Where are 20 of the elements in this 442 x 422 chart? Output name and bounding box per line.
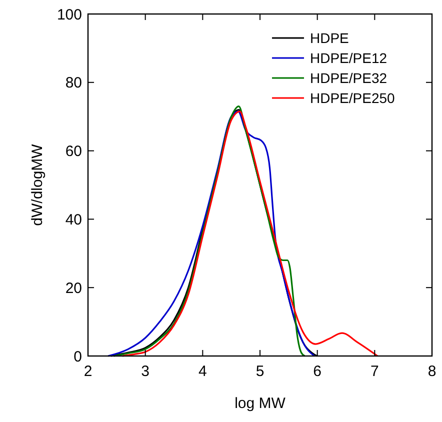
x-tick-label: 2 <box>84 363 92 380</box>
x-tick-label: 8 <box>428 363 436 380</box>
x-tick-label: 6 <box>313 363 322 380</box>
y-tick-label: 40 <box>65 211 82 228</box>
x-axis-title: log MW <box>234 395 286 412</box>
y-axis-title: dW/dlogMW <box>29 143 46 226</box>
y-tick-label: 100 <box>56 6 82 24</box>
legend-label: HDPE/PE32 <box>310 70 388 86</box>
x-tick-label: 4 <box>198 363 207 380</box>
y-tick-label: 0 <box>74 348 82 366</box>
x-tick-label: 5 <box>256 363 264 380</box>
y-tick-label: 80 <box>65 74 82 92</box>
x-tick-label: 7 <box>370 363 379 380</box>
y-tick-label: 20 <box>65 280 82 297</box>
legend-label: HDPE/PE12 <box>310 50 388 66</box>
x-tick-label: 3 <box>141 363 150 380</box>
legend-label: HDPE/PE250 <box>310 90 396 106</box>
legend-label: HDPE <box>310 30 349 46</box>
line-series <box>122 110 378 357</box>
y-tick-label: 60 <box>65 143 82 160</box>
